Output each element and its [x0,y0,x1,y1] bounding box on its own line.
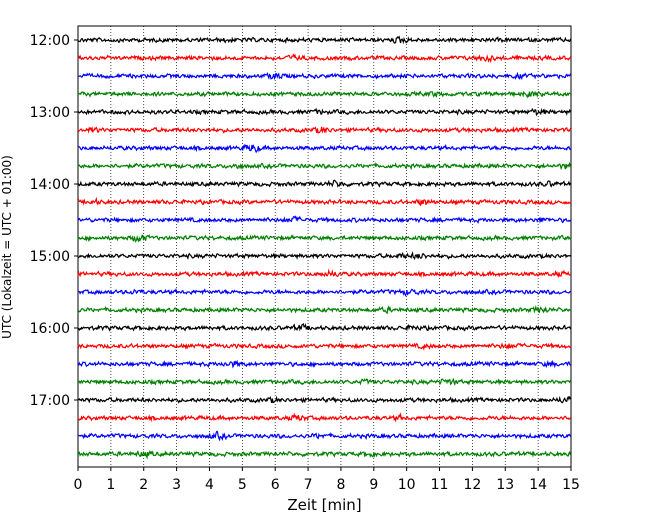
trace-row-24 [77,449,572,460]
x-tick-label: 8 [336,477,345,493]
trace-row-3 [77,71,572,80]
trace-row-11 [77,215,572,224]
trace-row-12 [77,234,572,243]
trace-row-19 [77,359,572,369]
x-tick-label: 1 [106,477,115,493]
trace-row-16 [77,304,572,315]
trace-row-13 [77,251,572,261]
trace-row-23 [77,430,572,442]
x-tick-label: 12 [463,477,481,493]
x-tick-label: 2 [139,477,148,493]
x-tick-label: 10 [398,477,416,493]
trace-row-10 [77,196,572,207]
trace-row-6 [77,125,572,134]
trace-row-1 [77,35,572,45]
x-axis: 0 1 2 3 4 5 6 7 8 9 10 11 12 13 14 15 [74,467,580,493]
x-tick-label: 13 [496,477,514,493]
trace-row-22 [77,412,572,423]
y-tick-label: 15:00 [30,249,70,265]
x-tick-label: 14 [529,477,547,493]
trace-row-14 [77,268,572,279]
x-tick-label: 0 [74,477,83,493]
y-axis: 12:00 13:00 14:00 15:00 16:00 17:00 [30,33,78,409]
x-tick-label: 11 [431,477,449,493]
trace-row-15 [77,287,572,297]
trace-row-7 [77,143,572,154]
trace-row-21 [77,395,572,404]
trace-row-2 [77,53,572,64]
x-tick-label: 6 [271,477,280,493]
y-tick-label: 17:00 [30,393,70,409]
x-tick-label: 3 [172,477,181,493]
trace-row-4 [77,90,572,99]
y-tick-label: 13:00 [30,105,70,121]
trace-row-17 [77,322,572,332]
y-tick-label: 16:00 [30,321,70,337]
x-tick-label: 9 [369,477,378,493]
y-tick-label: 14:00 [30,177,70,193]
trace-row-9 [77,179,572,188]
x-tick-label: 7 [304,477,313,493]
x-axis-label: Zeit [min] [287,496,361,514]
y-tick-label: 12:00 [30,33,70,49]
trace-row-20 [77,377,572,387]
trace-row-5 [77,107,572,117]
x-tick-label: 15 [562,477,580,493]
trace-row-8 [77,161,572,171]
x-tick-label: 4 [205,477,214,493]
seismogram-traces [77,35,572,460]
plot-area [77,25,572,468]
y-axis-label: UTC (Lokalzeit = UTC + 01:00) [0,155,14,339]
x-tick-label: 5 [238,477,247,493]
trace-row-18 [77,342,572,351]
